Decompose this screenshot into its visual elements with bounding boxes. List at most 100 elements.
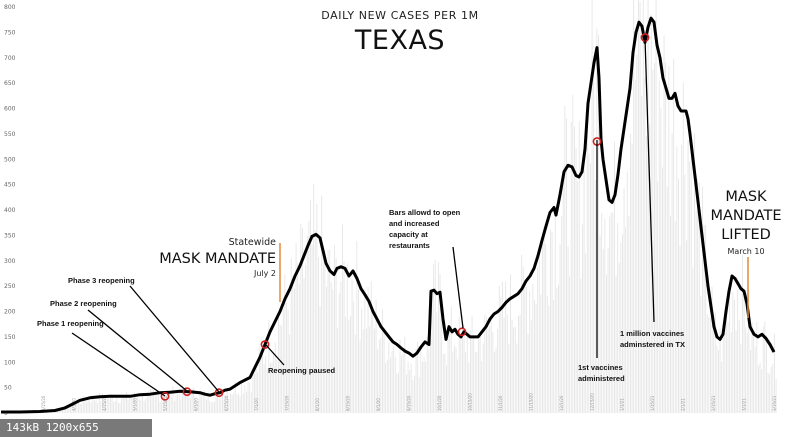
daily-bar	[585, 253, 587, 413]
daily-bar	[327, 249, 329, 413]
daily-bar	[66, 405, 68, 413]
daily-bar	[366, 328, 367, 413]
daily-bar	[694, 133, 695, 413]
daily-bar	[153, 390, 155, 413]
daily-bar	[614, 141, 615, 414]
daily-bar	[601, 213, 603, 413]
daily-bar	[233, 393, 235, 413]
daily-bar	[303, 278, 305, 413]
x-tick-label: 10/1/20	[437, 395, 442, 411]
daily-bar	[578, 121, 580, 414]
daily-bar	[255, 361, 257, 413]
y-tick-label: 800	[4, 4, 16, 11]
daily-bar	[260, 351, 262, 413]
daily-bar	[697, 178, 699, 413]
daily-bar	[134, 392, 135, 413]
daily-bar	[718, 349, 719, 413]
daily-bar	[57, 410, 59, 413]
daily-bar	[478, 339, 479, 413]
daily-bar	[713, 315, 715, 413]
daily-bar	[609, 216, 611, 413]
daily-bar	[737, 290, 739, 413]
daily-bar	[372, 310, 374, 413]
daily-bar	[166, 395, 167, 413]
daily-bar	[470, 330, 471, 413]
event-marker	[457, 327, 467, 337]
vaccines-label-line1: 1st vaccines	[578, 363, 623, 372]
daily-bar	[438, 262, 439, 413]
daily-bar	[617, 223, 619, 413]
cases-line	[1, 16, 776, 414]
daily-bar	[148, 390, 150, 413]
daily-bar	[314, 230, 316, 413]
daily-bar	[249, 382, 251, 413]
daily-bar	[471, 316, 473, 413]
daily-bar	[71, 402, 73, 413]
daily-bar	[538, 256, 540, 413]
daily-bar	[270, 363, 271, 413]
daily-bar	[73, 406, 75, 413]
daily-bar	[647, 0, 649, 413]
daily-bar	[386, 359, 388, 413]
daily-bar	[358, 289, 359, 413]
daily-bar	[156, 392, 158, 413]
daily-bar	[220, 399, 222, 413]
x-tick-label: 3/15/20	[41, 395, 46, 411]
daily-bar	[167, 391, 169, 413]
daily-bar	[142, 392, 143, 413]
phase3-label: Phase 3 reopening	[68, 276, 135, 285]
daily-bar	[505, 281, 507, 413]
daily-bar	[513, 327, 515, 413]
daily-bar	[338, 292, 340, 413]
daily-bar	[511, 319, 513, 413]
daily-bar	[382, 309, 383, 413]
daily-bar	[218, 389, 220, 413]
daily-bar	[431, 288, 433, 413]
daily-bar	[146, 392, 148, 413]
daily-bar	[367, 287, 369, 413]
daily-bar	[676, 146, 678, 414]
march10-label: March 10	[727, 247, 764, 256]
daily-bar	[425, 361, 427, 413]
daily-bar	[524, 282, 526, 413]
daily-bar	[575, 147, 577, 413]
x-tick-label: 6/15/20	[224, 395, 229, 411]
daily-bar	[612, 212, 614, 413]
x-tick-label: 12/1/20	[559, 395, 564, 411]
x-tick-label: 11/15/20	[528, 393, 533, 411]
daily-bar	[193, 387, 195, 413]
daily-bar	[310, 200, 311, 413]
daily-bar	[570, 121, 572, 413]
daily-bar	[580, 278, 582, 413]
y-tick-label: 350	[4, 232, 16, 239]
daily-bar	[114, 401, 116, 413]
daily-bar	[282, 309, 284, 413]
daily-bar	[436, 312, 438, 413]
daily-bar	[356, 240, 358, 413]
daily-bar	[562, 166, 564, 413]
annotation-pointers	[71, 37, 655, 397]
daily-bar	[655, 0, 657, 413]
daily-bar	[137, 397, 139, 413]
daily-bar	[530, 320, 532, 413]
daily-bar	[174, 401, 175, 413]
daily-bar	[257, 372, 259, 413]
daily-bar	[82, 395, 84, 413]
daily-bar	[159, 401, 161, 413]
daily-bar	[430, 344, 431, 413]
daily-bar	[714, 312, 716, 413]
daily-bar	[398, 372, 399, 413]
daily-bar	[374, 328, 375, 413]
daily-bar	[692, 267, 694, 413]
daily-bar	[206, 399, 207, 413]
daily-bar	[79, 403, 81, 413]
daily-bar	[633, 0, 635, 413]
daily-bar	[244, 385, 246, 413]
daily-bar	[527, 334, 529, 413]
daily-bar	[274, 342, 276, 413]
y-tick-label: 400	[4, 207, 16, 214]
daily-bar	[649, 124, 651, 413]
daily-bar	[558, 284, 559, 413]
paused-label: Reopening paused	[268, 366, 336, 375]
daily-bar	[95, 400, 97, 413]
